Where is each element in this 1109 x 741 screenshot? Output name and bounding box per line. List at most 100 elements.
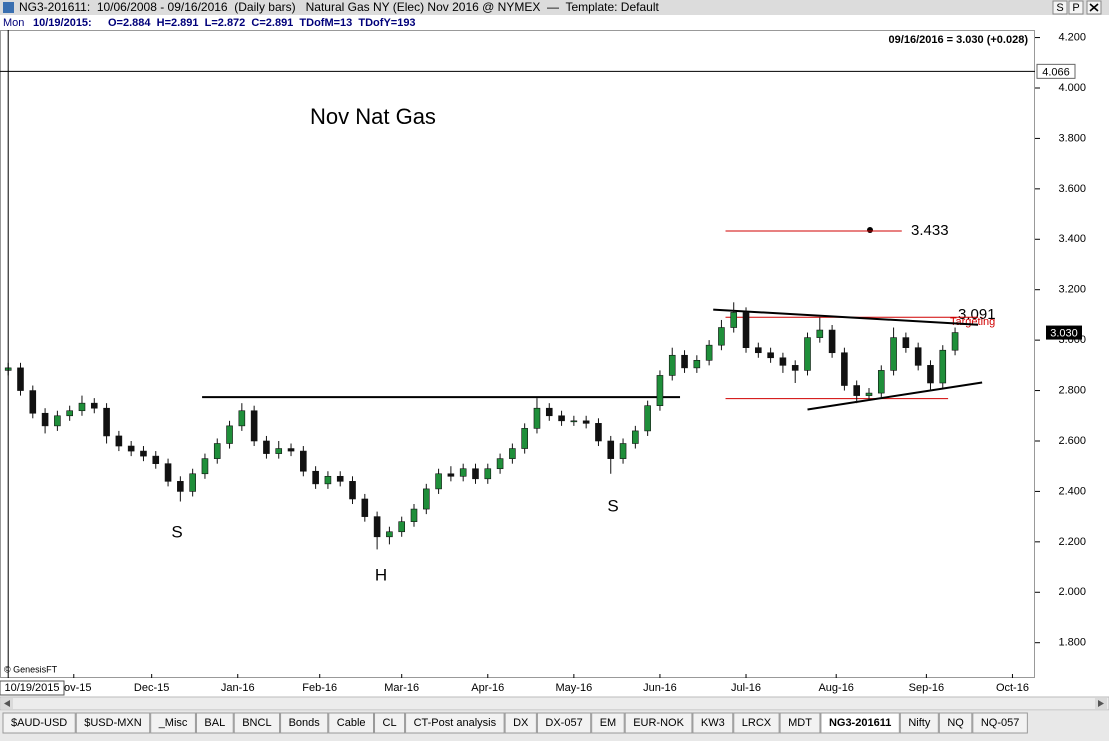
tab[interactable] [972,712,1028,734]
y-tick-label: 1.800 [1058,637,1086,649]
tab-label[interactable]: NQ [947,717,964,729]
y-tick-label: 2.200 [1058,536,1086,548]
tab-label[interactable]: MDT [788,717,812,729]
button-p[interactable] [1068,0,1084,15]
candle-body [201,458,209,475]
candle-body [668,354,676,376]
plot-layer [0,70,1035,550]
tab[interactable] [75,712,151,734]
scrollbar[interactable] [0,696,1109,711]
tab-label[interactable]: $USD-MXN [84,717,142,729]
candle-body [841,352,848,386]
candle-body [767,352,774,359]
tab[interactable] [328,712,375,734]
tab[interactable] [233,712,281,734]
candle-body [902,337,910,348]
candle-body [730,312,738,328]
y-tick-label: 2.000 [1058,586,1086,598]
candle-body [927,365,934,384]
candle-body [755,347,762,354]
candle-body [54,415,61,427]
candle-body [398,521,406,533]
tab[interactable] [779,712,821,734]
title-bar [0,0,1109,15]
y-tick-label: 3.600 [1058,183,1086,195]
button-s-label[interactable]: S [1056,2,1063,14]
tab[interactable] [2,712,76,734]
button-s[interactable] [1052,0,1068,15]
candle-body [595,423,602,442]
info-row [0,15,1109,30]
x-tick-label: Dec-15 [134,682,169,694]
candle-body [914,347,922,366]
close-button[interactable] [1086,0,1102,15]
candle-body [619,443,627,459]
candle-body [877,370,885,394]
candle-body [632,430,639,444]
tab-label[interactable]: BNCL [242,717,271,729]
candle-body [545,407,553,417]
plot-area [0,30,1035,678]
candle-body [422,488,430,510]
candle-body [472,468,479,480]
tab-label[interactable]: CL [383,717,397,729]
x-tick-label: Sep-16 [909,682,944,694]
candle-body [705,344,713,361]
candle-body [816,329,824,338]
tab-label[interactable]: NG3-201611 [829,717,891,729]
tab-label[interactable]: KW3 [701,717,725,729]
candle-body [828,329,836,354]
tab[interactable] [374,712,406,734]
tab-label[interactable]: _Misc [158,717,188,729]
tab[interactable] [150,712,196,734]
button-p-label[interactable]: P [1072,2,1079,14]
tab[interactable] [536,712,592,734]
candle-body [213,443,221,459]
x-tick-label: May-16 [556,682,593,694]
candle-body [410,508,418,522]
candle-body [103,407,110,437]
tab[interactable] [504,712,537,734]
tab-label[interactable]: DX-057 [545,717,582,729]
target-note: Targeting [950,316,995,328]
tab[interactable] [899,712,939,734]
trendline [713,308,979,326]
tab[interactable] [195,712,234,734]
tab-label[interactable]: EUR-NOK [633,717,684,729]
candle-body [693,360,701,369]
tab-label[interactable]: DX [513,717,529,729]
tab[interactable] [405,712,505,734]
tab-label[interactable]: LRCX [742,717,772,729]
last-price-box [1046,325,1082,340]
tab-label[interactable]: NQ-057 [981,717,1020,729]
tab[interactable] [591,712,625,734]
last-price-label: 3.030 [1050,327,1078,339]
tab[interactable] [692,712,734,734]
candle-body [853,385,860,396]
candle-body [226,425,233,444]
candle-body [570,420,578,423]
candle-body [140,450,147,457]
candle-body [607,440,615,459]
tab[interactable] [938,712,973,734]
candle-body [386,531,393,538]
candle-body [78,402,86,412]
tab-label[interactable]: $AUD-USD [11,717,67,729]
candle-body [90,402,98,409]
candle-body [336,475,344,482]
candle-body [300,450,307,472]
tab-label[interactable]: Bonds [289,717,321,729]
y-tick-label: 3.200 [1058,284,1086,296]
tab[interactable] [733,712,780,734]
candle-body [890,337,897,371]
tab-label[interactable]: BAL [204,717,225,729]
tab-label[interactable]: Nifty [908,717,931,729]
candle-body [718,327,725,346]
tab-label[interactable]: EM [600,717,617,729]
tab-label[interactable]: Cable [337,717,366,729]
trendline [807,381,983,411]
tab[interactable] [820,712,900,734]
tab-label[interactable]: CT-Post analysis [414,717,497,729]
tab[interactable] [280,712,329,734]
tab[interactable] [624,712,693,734]
